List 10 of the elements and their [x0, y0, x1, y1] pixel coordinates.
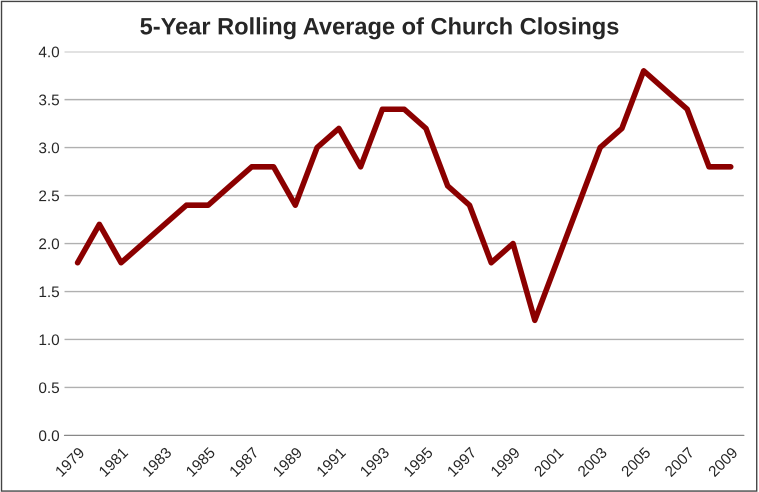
chart-title: 5-Year Rolling Average of Church Closings [140, 17, 618, 40]
y-tick-label: 0.0 [39, 430, 60, 442]
y-tick-label: 4.0 [38, 46, 60, 58]
y-tick-label: 0.5 [39, 382, 60, 394]
y-tick-label: 2.5 [39, 190, 60, 202]
y-tick-label: 2.0 [39, 238, 60, 250]
y-tick-label: 3.0 [39, 142, 60, 154]
y-tick-label: 3.5 [39, 94, 60, 106]
y-tick-label: 1.5 [40, 286, 60, 298]
y-tick-label: 1.0 [40, 334, 60, 346]
